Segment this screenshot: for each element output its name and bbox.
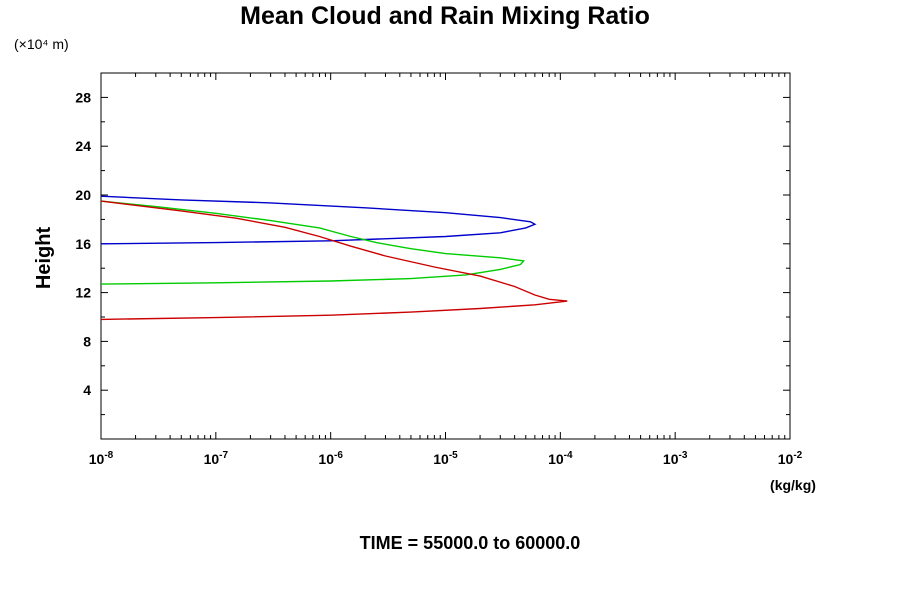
y-tick-label: 24	[75, 138, 91, 154]
y-tick-labels: 4 8 12 16 20 24 28	[75, 89, 91, 398]
x-tick-label: 10-7	[204, 450, 229, 467]
data-lines	[100, 195, 568, 321]
axis-ticks	[100, 73, 790, 439]
plot-frame	[100, 72, 791, 440]
x-tick-label: 10-6	[318, 450, 343, 467]
y-tick-label: 4	[83, 382, 91, 398]
y-tick-label: 20	[75, 187, 91, 203]
series-line-0	[100, 195, 537, 245]
x-tick-labels: 10-8 10-7 10-6 10-5 10-4 10-3 10-2	[89, 450, 803, 467]
chart-title: Mean Cloud and Rain Mixing Ratio	[240, 2, 650, 30]
x-tick-label: 10-4	[548, 450, 573, 467]
time-range-label: TIME = 55000.0 to 60000.0	[360, 533, 581, 553]
y-tick-label: 12	[75, 285, 91, 301]
x-tick-label: 10-8	[89, 450, 114, 467]
y-unit-label: (×10⁴ m)	[14, 36, 69, 52]
series-line-2	[100, 200, 568, 321]
x-tick-label: 10-5	[433, 450, 458, 467]
y-axis-label: Height	[33, 227, 55, 290]
y-tick-label: 16	[75, 236, 91, 252]
y-tick-label: 28	[75, 89, 91, 105]
series-line-1	[100, 200, 526, 285]
x-tick-label: 10-2	[778, 450, 803, 467]
x-unit-label: (kg/kg)	[770, 477, 816, 493]
x-tick-label: 10-3	[663, 450, 688, 467]
y-tick-label: 8	[83, 333, 91, 349]
